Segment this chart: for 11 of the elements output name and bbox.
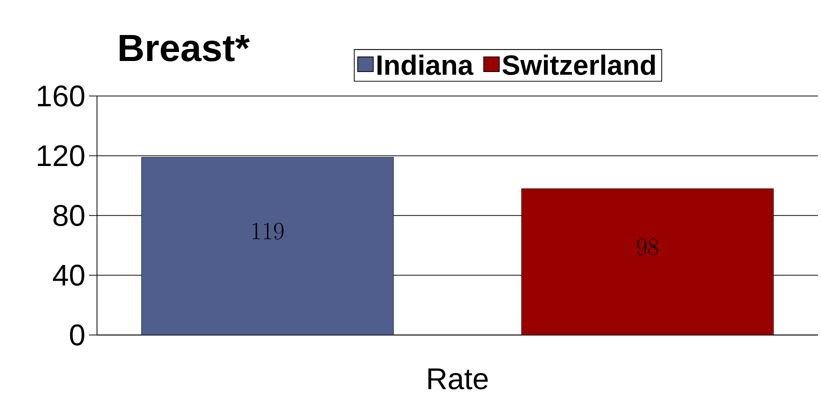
x-tick-label: Rate — [428, 368, 488, 390]
legend-label: Switzerland — [502, 54, 655, 76]
legend-label: Indiana — [378, 54, 474, 76]
data-label: 98 — [637, 238, 658, 256]
chart-title: Breast* — [120, 34, 250, 62]
y-tick-label: 80 — [54, 204, 84, 226]
y-tick-label: 120 — [38, 145, 84, 166]
y-tick-label: 160 — [38, 85, 84, 107]
y-tick-label: 0 — [70, 324, 84, 346]
data-label: 119 — [252, 222, 284, 240]
y-tick-label: 40 — [52, 264, 84, 286]
